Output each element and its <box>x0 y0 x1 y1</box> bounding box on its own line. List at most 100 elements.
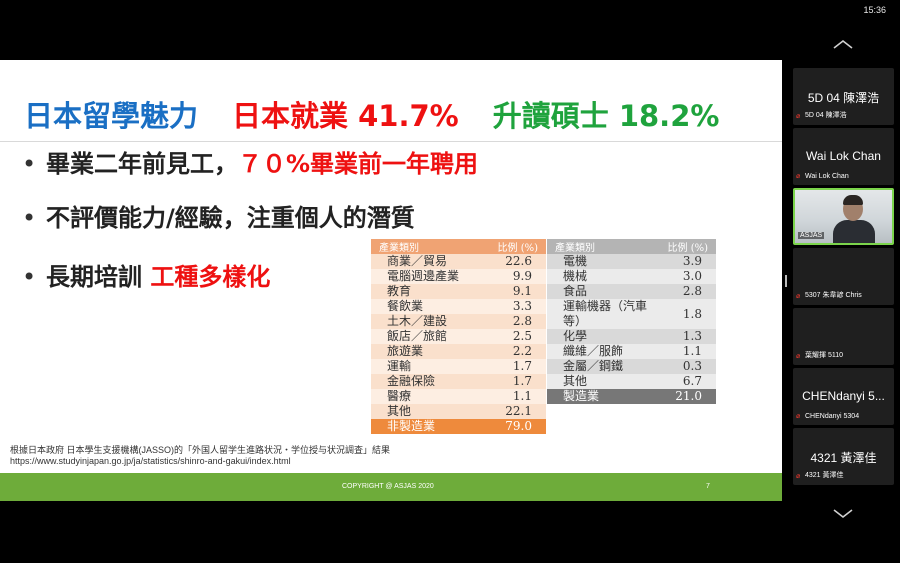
percent-cell: 0.3 <box>659 359 716 374</box>
percent-cell: 3.3 <box>481 299 546 314</box>
total-row: 製造業 21.0 <box>547 389 716 404</box>
percent-cell: 1.1 <box>659 344 716 359</box>
title-masters: 升讀碩士 18.2% <box>492 99 720 133</box>
panel-resize-handle[interactable] <box>785 275 787 287</box>
table-row: 運輸機器（汽車等） 1.8 <box>547 299 716 329</box>
category-cell: 非製造業 <box>371 419 482 434</box>
table-row: 醫療 1.1 <box>371 389 546 404</box>
category-cell: 醫療 <box>371 389 482 404</box>
clock: 15:36 <box>863 5 886 15</box>
category-cell: 纖維／服飾 <box>547 344 660 359</box>
participant-display-name: 4321 黃澤佳 <box>810 451 877 465</box>
percent-cell: 1.3 <box>659 329 716 344</box>
slide-title: 日本留學魅力 日本就業 41.7% 升讀碩士 18.2% <box>24 93 782 133</box>
copyright: COPYRIGHT @ ASJAS 2020 <box>342 483 434 490</box>
shared-slide: 日本留學魅力 日本就業 41.7% 升讀碩士 18.2% • 畢業二年前見工，７０%畢… <box>0 60 782 501</box>
column-header: 比例 (%) <box>481 239 546 254</box>
table-row: 電腦週邊產業 9.9 <box>371 269 546 284</box>
bullet-3: • 長期培訓 工種多樣化 <box>22 263 271 291</box>
participant-tile[interactable]: CHENdanyi 5... ⌀ CHENdanyi 5304 <box>793 368 894 425</box>
table-row: 運輸 1.7 <box>371 359 546 374</box>
percent-cell: 2.8 <box>659 284 716 299</box>
percent-cell: 2.2 <box>481 344 546 359</box>
source-note: 根據日本政府 日本學生支援機構(JASSO)的「外国人留学生進路状況・学位授与状… <box>10 445 391 466</box>
chevron-down-icon[interactable] <box>832 507 854 519</box>
participant-label: 葉耀揮 5110 <box>805 352 843 359</box>
participant-tile[interactable]: Wai Lok Chan ⌀ Wai Lok Chan <box>793 128 894 185</box>
table-row: 食品 2.8 <box>547 284 716 299</box>
participant-label: Wai Lok Chan <box>805 173 849 180</box>
participant-tile[interactable]: ⌀ 葉耀揮 5110 <box>793 308 894 365</box>
percent-cell: 1.8 <box>659 299 716 329</box>
category-cell: 機械 <box>547 269 660 284</box>
person-body <box>833 220 875 243</box>
participant-display-name: 5D 04 陳澤浩 <box>807 91 880 105</box>
mic-muted-icon: ⌀ <box>796 412 801 420</box>
mic-muted-icon: ⌀ <box>796 292 801 300</box>
category-cell: 其他 <box>371 404 482 419</box>
category-cell: 運輸 <box>371 359 482 374</box>
title-study-appeal: 日本留學魅力 <box>24 99 199 133</box>
participant-tile[interactable]: ⌀ 5307 朱韋諺 Chris <box>793 248 894 305</box>
percent-cell: 2.8 <box>481 314 546 329</box>
table-row: 商業／貿易 22.6 <box>371 254 546 269</box>
slide-footer: COPYRIGHT @ ASJAS 2020 7 <box>0 473 782 501</box>
table-row: 其他 22.1 <box>371 404 546 419</box>
category-cell: 商業／貿易 <box>371 254 482 269</box>
percent-cell: 79.0 <box>481 419 546 434</box>
participant-label: CHENdanyi 5304 <box>805 413 860 420</box>
category-cell: 電腦週邊產業 <box>371 269 482 284</box>
table-row: 飯店／旅館 2.5 <box>371 329 546 344</box>
participant-label: ASJAS <box>798 232 825 239</box>
title-divider <box>0 141 782 142</box>
category-cell: 土木／建設 <box>371 314 482 329</box>
category-cell: 教育 <box>371 284 482 299</box>
mic-muted-icon: ⌀ <box>796 352 801 360</box>
non-manufacturing-table: 產業類別 比例 (%) 商業／貿易 22.6 電腦週邊產業 9.9 教育 9.1 餐飲業 3.… <box>371 239 546 434</box>
table-row: 纖維／服飾 1.1 <box>547 344 716 359</box>
percent-cell: 1.7 <box>481 374 546 389</box>
category-cell: 飯店／旅館 <box>371 329 482 344</box>
page-number: 7 <box>706 483 710 490</box>
percent-cell: 3.9 <box>659 254 716 269</box>
percent-cell: 22.1 <box>481 404 546 419</box>
mic-muted-icon: ⌀ <box>796 112 801 120</box>
percent-cell: 22.6 <box>481 254 546 269</box>
percent-cell: 9.1 <box>481 284 546 299</box>
column-header: 產業類別 <box>371 239 482 254</box>
column-header: 產業類別 <box>547 239 660 254</box>
column-header: 比例 (%) <box>659 239 716 254</box>
category-cell: 運輸機器（汽車等） <box>547 299 660 329</box>
participant-tile[interactable]: ASJAS <box>793 188 894 245</box>
category-cell: 金融保險 <box>371 374 482 389</box>
category-cell: 製造業 <box>547 389 660 404</box>
total-row: 非製造業 79.0 <box>371 419 546 434</box>
bullet-2: • 不評價能力/經驗，注重個人的潛質 <box>22 204 415 232</box>
table-row: 金屬／鋼鐵 0.3 <box>547 359 716 374</box>
table-row: 其他 6.7 <box>547 374 716 389</box>
participant-label: 4321 黃澤佳 <box>805 472 844 479</box>
person-hair <box>843 195 863 205</box>
percent-cell: 21.0 <box>659 389 716 404</box>
category-cell: 金屬／鋼鐵 <box>547 359 660 374</box>
table-row: 土木／建設 2.8 <box>371 314 546 329</box>
table-row: 餐飲業 3.3 <box>371 299 546 314</box>
category-cell: 餐飲業 <box>371 299 482 314</box>
participant-tile[interactable]: 4321 黃澤佳 ⌀ 4321 黃澤佳 <box>793 428 894 485</box>
percent-cell: 6.7 <box>659 374 716 389</box>
table-row: 機械 3.0 <box>547 269 716 284</box>
participant-label: 5D 04 陳澤浩 <box>805 112 847 119</box>
table-row: 旅遊業 2.2 <box>371 344 546 359</box>
table-row: 化學 1.3 <box>547 329 716 344</box>
category-cell: 化學 <box>547 329 660 344</box>
table-row: 教育 9.1 <box>371 284 546 299</box>
category-cell: 其他 <box>547 374 660 389</box>
percent-cell: 1.1 <box>481 389 546 404</box>
participant-label: 5307 朱韋諺 Chris <box>805 292 862 299</box>
table-row: 電機 3.9 <box>547 254 716 269</box>
chevron-up-icon[interactable] <box>832 38 854 50</box>
participant-tile[interactable]: 5D 04 陳澤浩 ⌀ 5D 04 陳澤浩 <box>793 68 894 125</box>
category-cell: 食品 <box>547 284 660 299</box>
participant-display-name: CHENdanyi 5... <box>802 389 885 403</box>
